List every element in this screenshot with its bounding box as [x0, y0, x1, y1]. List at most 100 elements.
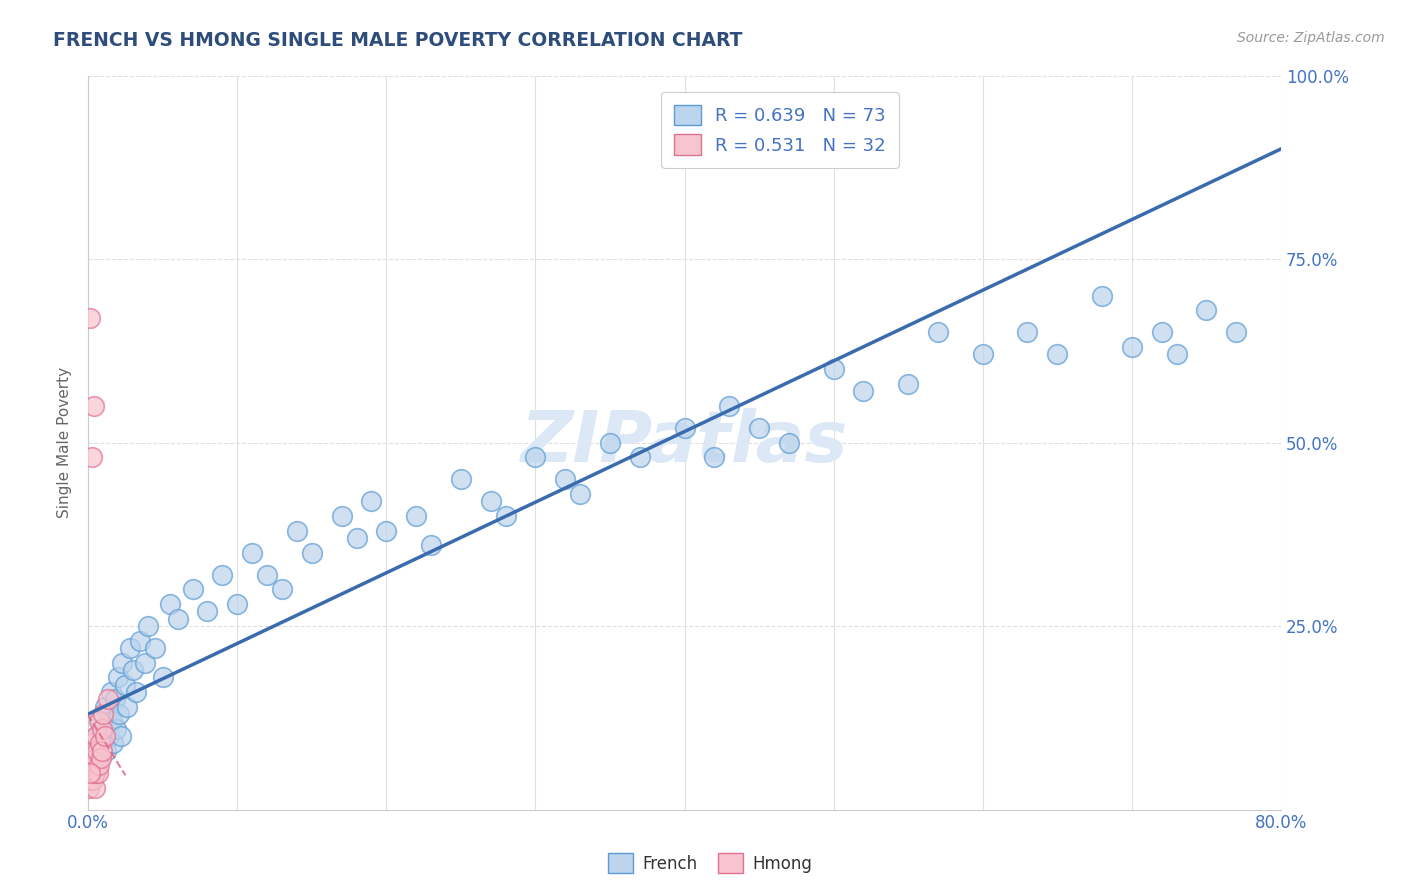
Point	[80, 773, 103, 788]
Point	[1150, 326, 1173, 340]
Point	[94, 744, 117, 758]
Point	[211, 567, 233, 582]
Point	[98, 729, 121, 743]
Point	[82, 765, 104, 780]
Point	[87, 714, 110, 729]
Point	[271, 582, 294, 597]
Point	[89, 714, 111, 729]
Point	[80, 765, 103, 780]
Point	[83, 399, 105, 413]
Point	[80, 744, 103, 758]
Point	[89, 736, 111, 750]
Point	[226, 597, 249, 611]
Point	[93, 699, 115, 714]
Point	[256, 567, 278, 582]
Point	[83, 744, 105, 758]
Point	[77, 765, 100, 780]
Point	[301, 546, 323, 560]
Point	[79, 758, 101, 772]
Point	[96, 692, 118, 706]
Point	[84, 765, 107, 780]
Point	[197, 604, 219, 618]
Point	[91, 744, 114, 758]
Point	[118, 641, 141, 656]
Point	[360, 494, 382, 508]
Point	[405, 508, 427, 523]
Point	[86, 744, 108, 758]
Point	[86, 751, 108, 765]
Point	[1121, 340, 1143, 354]
Point	[159, 597, 181, 611]
Point	[136, 619, 159, 633]
Point	[852, 384, 875, 399]
Point	[90, 736, 112, 750]
Point	[346, 531, 368, 545]
Point	[100, 685, 122, 699]
Text: FRENCH VS HMONG SINGLE MALE POVERTY CORRELATION CHART: FRENCH VS HMONG SINGLE MALE POVERTY CORR…	[53, 31, 742, 50]
Point	[1091, 289, 1114, 303]
Point	[101, 714, 124, 729]
Point	[599, 435, 621, 450]
Point	[479, 494, 502, 508]
Point	[84, 744, 107, 758]
Point	[80, 758, 103, 772]
Point	[80, 450, 103, 465]
Point	[87, 765, 110, 780]
Point	[89, 758, 111, 772]
Point	[79, 310, 101, 325]
Point	[285, 524, 308, 538]
Point	[107, 670, 129, 684]
Point	[91, 707, 114, 722]
Point	[450, 472, 472, 486]
Point	[748, 421, 770, 435]
Point	[79, 765, 101, 780]
Point	[554, 472, 576, 486]
Point	[79, 751, 101, 765]
Point	[115, 699, 138, 714]
Point	[823, 362, 845, 376]
Point	[93, 729, 115, 743]
Point	[82, 765, 104, 780]
Point	[972, 347, 994, 361]
Point	[1225, 326, 1247, 340]
Point	[122, 663, 145, 677]
Y-axis label: Single Male Poverty: Single Male Poverty	[58, 367, 72, 518]
Text: Source: ZipAtlas.com: Source: ZipAtlas.com	[1237, 31, 1385, 45]
Point	[166, 612, 188, 626]
Point	[82, 773, 104, 788]
Point	[90, 751, 112, 765]
Point	[79, 773, 101, 788]
Point	[703, 450, 725, 465]
Point	[134, 656, 156, 670]
Point	[673, 421, 696, 435]
Point	[240, 546, 263, 560]
Point	[1166, 347, 1188, 361]
Legend: R = 0.639   N = 73, R = 0.531   N = 32: R = 0.639 N = 73, R = 0.531 N = 32	[661, 92, 898, 168]
Point	[152, 670, 174, 684]
Point	[628, 450, 651, 465]
Point	[524, 450, 547, 465]
Point	[83, 758, 105, 772]
Point	[86, 729, 108, 743]
Point	[495, 508, 517, 523]
Point	[90, 722, 112, 736]
Point	[83, 780, 105, 795]
Point	[87, 751, 110, 765]
Point	[569, 487, 592, 501]
Point	[114, 678, 136, 692]
Point	[105, 722, 128, 736]
Point	[778, 435, 800, 450]
Point	[927, 326, 949, 340]
Point	[82, 751, 104, 765]
Point	[181, 582, 204, 597]
Point	[330, 508, 353, 523]
Point	[82, 736, 104, 750]
Point	[111, 656, 134, 670]
Point	[125, 685, 148, 699]
Point	[108, 707, 131, 722]
Point	[1195, 303, 1218, 318]
Point	[143, 641, 166, 656]
Point	[375, 524, 398, 538]
Point	[91, 722, 114, 736]
Point	[84, 729, 107, 743]
